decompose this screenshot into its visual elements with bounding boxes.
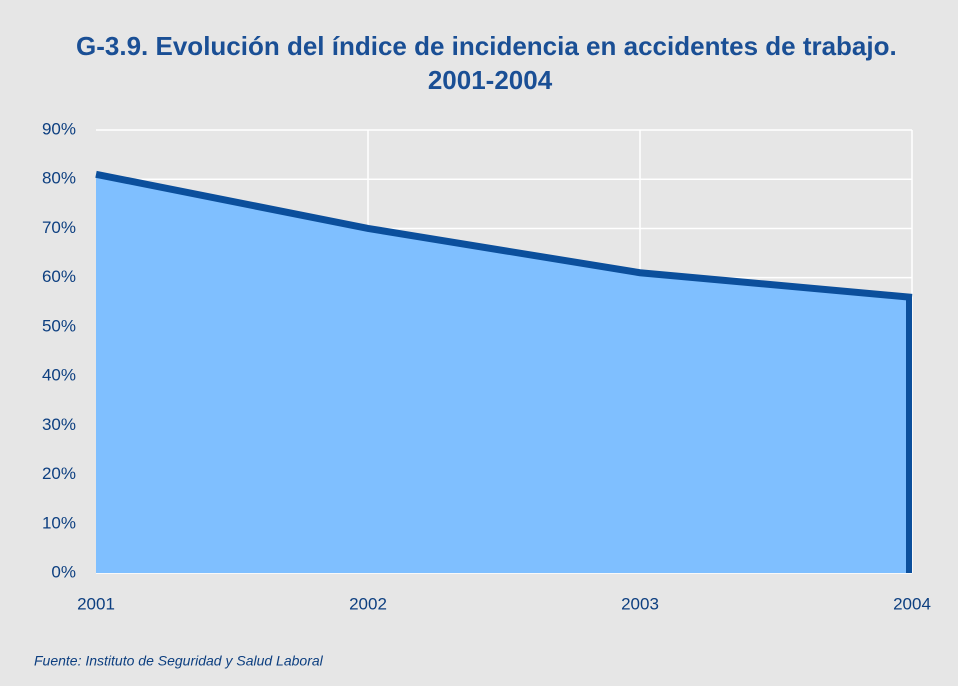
- y-tick-label: 70%: [42, 218, 76, 237]
- x-tick-label: 2001: [77, 594, 115, 613]
- chart-title: G-3.9. Evolución del índice de incidenci…: [76, 31, 904, 95]
- x-tick-label: 2002: [349, 594, 387, 613]
- x-tick-label: 2003: [621, 594, 659, 613]
- y-tick-label: 50%: [42, 316, 76, 335]
- source-note: Fuente: Instituto de Seguridad y Salud L…: [34, 653, 324, 669]
- y-tick-label: 10%: [42, 513, 76, 532]
- x-tick-label: 2004: [893, 594, 931, 613]
- line: [95, 170, 913, 301]
- y-tick-label: 90%: [42, 119, 76, 138]
- y-tick-label: 60%: [42, 267, 76, 286]
- area: [96, 174, 912, 574]
- y-tick-label: 20%: [42, 464, 76, 483]
- y-tick-label: 80%: [42, 169, 76, 188]
- y-tick-label: 30%: [42, 415, 76, 434]
- y-tick-label: 40%: [42, 366, 76, 385]
- y-tick-label: 0%: [51, 562, 76, 581]
